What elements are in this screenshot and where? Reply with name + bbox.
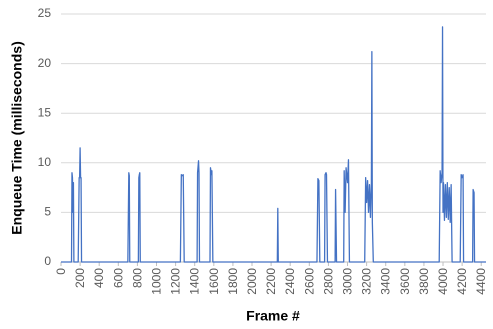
- x-tick-label: 2800: [321, 268, 335, 295]
- x-tick-label: 4400: [474, 268, 488, 295]
- x-tick-label: 1000: [150, 268, 164, 295]
- x-tick-label: 3800: [417, 268, 431, 295]
- data-line: [61, 26, 486, 263]
- x-tick-label: 200: [73, 268, 87, 288]
- x-tick-label: 2000: [245, 268, 259, 295]
- x-tick-label: 4200: [455, 268, 469, 295]
- x-tick-label: 1800: [226, 268, 240, 295]
- x-tick-label: 1200: [169, 268, 183, 295]
- y-tick-label: 10: [38, 155, 52, 169]
- x-tick-label: 1400: [188, 268, 202, 295]
- y-tick-label: 0: [44, 254, 51, 268]
- y-tick-label: 15: [38, 105, 52, 119]
- x-axis-title: Frame #: [246, 308, 300, 324]
- y-axis-title: Enqueue Time (milliseconds): [9, 41, 25, 234]
- x-tick-label: 2200: [264, 268, 278, 295]
- x-tick-label: 3600: [398, 268, 412, 295]
- x-tick-label: 3400: [379, 268, 393, 295]
- x-tick-label: 800: [130, 268, 144, 288]
- x-tick-label: 3200: [360, 268, 374, 295]
- y-tick-label: 20: [38, 56, 52, 70]
- x-tick-label: 3000: [341, 268, 355, 295]
- x-tick-label: 2400: [283, 268, 297, 295]
- x-tick-label: 600: [111, 268, 125, 288]
- y-tick-label: 5: [44, 205, 51, 219]
- x-tick-label: 0: [54, 268, 68, 275]
- x-tick-label: 400: [92, 268, 106, 288]
- x-tick-label: 2600: [302, 268, 316, 295]
- y-tick-label: 25: [38, 6, 52, 20]
- x-tick-label: 1600: [207, 268, 221, 295]
- x-tick-label: 4000: [436, 268, 450, 295]
